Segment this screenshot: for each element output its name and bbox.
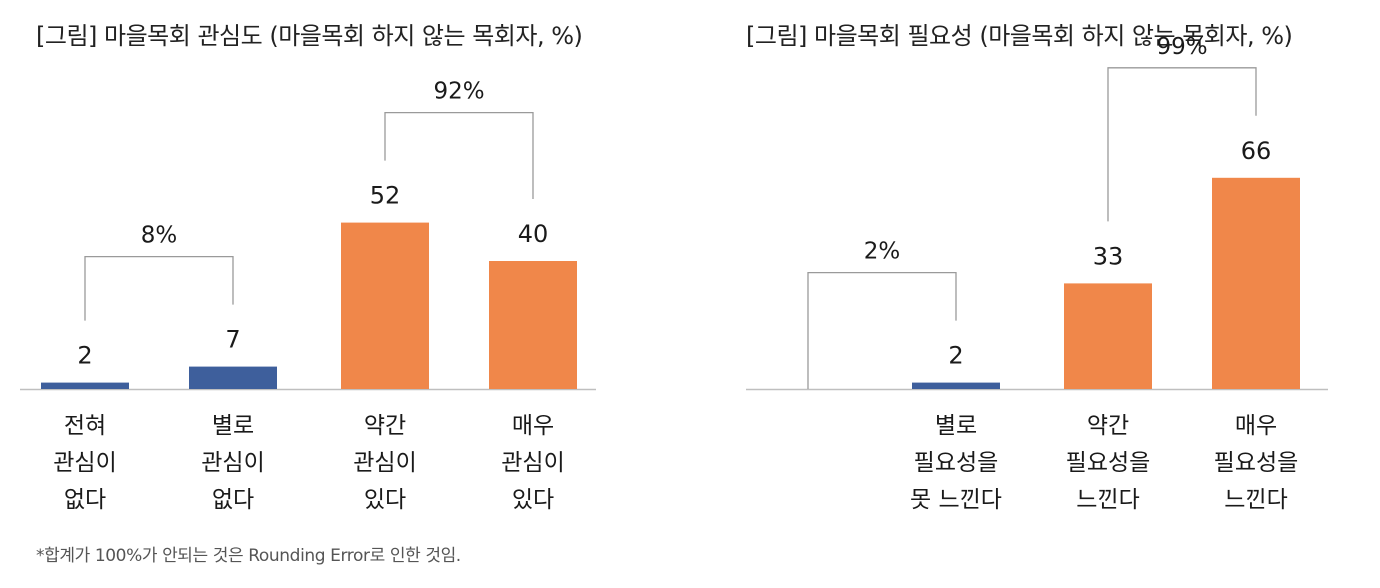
category-label: 관심이 (53, 450, 116, 476)
data-label: 7 (225, 326, 240, 354)
data-label: 52 (370, 182, 401, 210)
group-total-label: 8% (141, 223, 178, 249)
group-bracket (807, 271, 957, 389)
category-label: 있다 (512, 487, 554, 513)
category-label: 매우 (1235, 413, 1277, 439)
bar (912, 382, 1000, 389)
category-label: 못 느낀다 (910, 487, 1002, 513)
chart-title: [그림] 마을목회 관심도 (마을목회 하지 않는 목회자, %) (36, 22, 583, 50)
group-bracket (1107, 67, 1257, 222)
category-label: 필요성을 (1066, 450, 1151, 476)
data-label: 2 (948, 342, 963, 370)
category-label: 전혀 (64, 413, 106, 439)
group-total-label: 99% (1156, 34, 1207, 60)
category-label: 별로 (212, 413, 254, 439)
category-label: 관심이 (353, 450, 416, 476)
bar (1212, 177, 1300, 389)
bar (489, 261, 577, 389)
category-label: 관심이 (501, 450, 564, 476)
bar (1064, 283, 1152, 389)
category-label: 느낀다 (1224, 487, 1287, 513)
category-label: 느낀다 (1076, 487, 1139, 513)
category-label: 없다 (212, 487, 254, 513)
bar (341, 222, 429, 389)
chart-title: [그림] 마을목회 필요성 (마을목회 하지 않는 목회자, %) (746, 22, 1293, 50)
category-label: 별로 (935, 413, 977, 439)
data-label: 33 (1093, 242, 1124, 270)
category-label: 필요성을 (1214, 450, 1299, 476)
group-total-label: 2% (864, 239, 901, 265)
category-label: 있다 (364, 487, 406, 513)
footnote: *합계가 100%가 안되는 것은 Rounding Error로 인한 것임. (36, 546, 461, 566)
category-label: 약간 (1087, 413, 1129, 439)
category-label: 관심이 (201, 450, 264, 476)
group-bracket (84, 255, 234, 321)
category-label: 없다 (64, 487, 106, 513)
bar (189, 366, 277, 389)
category-label: 필요성을 (914, 450, 999, 476)
data-label: 2 (77, 342, 92, 370)
data-label: 40 (518, 220, 549, 248)
bar (41, 382, 129, 389)
group-total-label: 92% (433, 79, 484, 105)
group-bracket (384, 111, 534, 199)
category-label: 매우 (512, 413, 554, 439)
category-label: 약간 (364, 413, 406, 439)
data-label: 66 (1241, 137, 1272, 165)
